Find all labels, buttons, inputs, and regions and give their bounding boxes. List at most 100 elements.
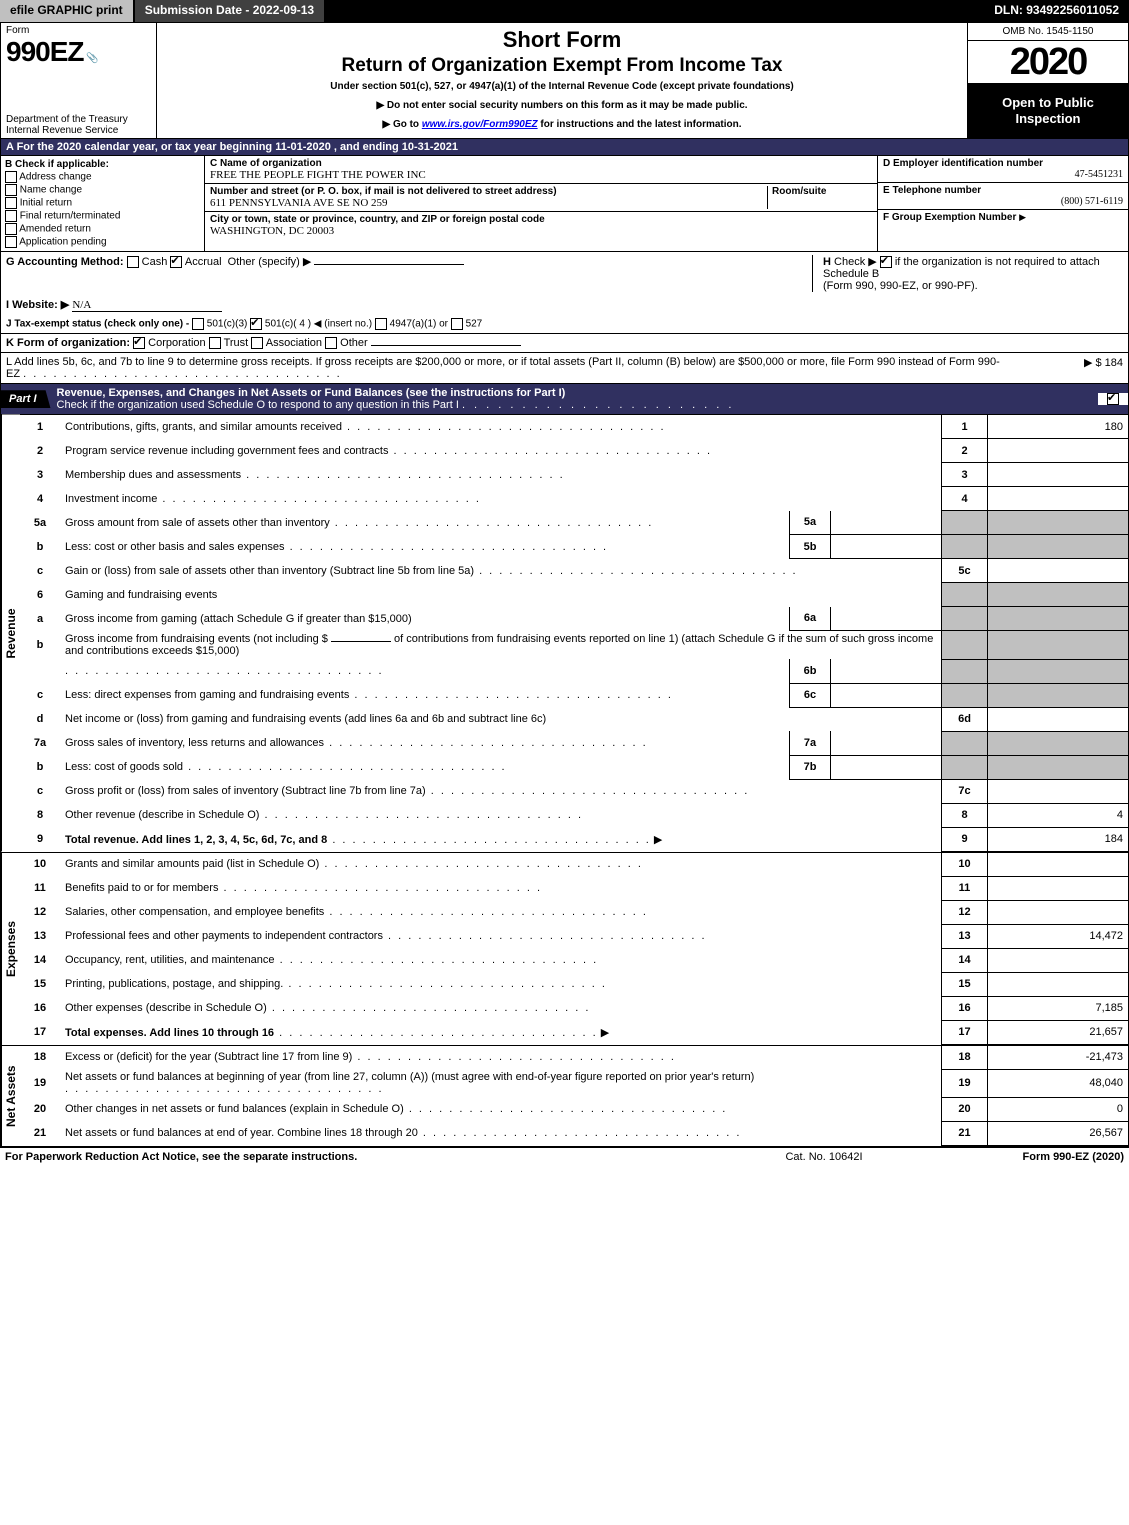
l10-amt xyxy=(988,853,1129,877)
cb-501c3[interactable] xyxy=(192,318,204,330)
other-org-input[interactable] xyxy=(371,345,521,346)
checkbox-cash[interactable] xyxy=(127,256,139,268)
cb-501c[interactable] xyxy=(250,318,262,330)
submission-date-button[interactable]: Submission Date - 2022-09-13 xyxy=(135,0,326,22)
l18-num: 18 xyxy=(20,1046,60,1070)
l7b-inlab: 7b xyxy=(790,755,831,779)
l1-amt: 180 xyxy=(988,415,1129,439)
cb-corp[interactable] xyxy=(133,337,145,349)
line-12: 12 Salaries, other compensation, and emp… xyxy=(20,900,1128,924)
other-method-input[interactable] xyxy=(314,264,464,265)
entity-right: D Employer identification number 47-5451… xyxy=(877,156,1128,251)
l18-amt: -21,473 xyxy=(988,1046,1129,1070)
line-6d: d Net income or (loss) from gaming and f… xyxy=(20,707,1128,731)
l5c-amt xyxy=(988,559,1129,583)
l19-box: 19 xyxy=(942,1069,988,1097)
cb-trust[interactable] xyxy=(209,337,221,349)
checkbox-schedule-b[interactable] xyxy=(880,256,892,268)
l3-box: 3 xyxy=(942,463,988,487)
checkbox-schedule-o[interactable] xyxy=(1107,393,1119,405)
line-h-label: H xyxy=(823,256,831,268)
line-13: 13 Professional fees and other payments … xyxy=(20,924,1128,948)
l3-num: 3 xyxy=(20,463,60,487)
cb-4947[interactable] xyxy=(375,318,387,330)
l15-num: 15 xyxy=(20,972,60,996)
l3-amt xyxy=(988,463,1129,487)
checkbox-amended-return[interactable] xyxy=(5,223,17,235)
cb-other-org[interactable] xyxy=(325,337,337,349)
l10-desc: Grants and similar amounts paid (list in… xyxy=(65,858,319,870)
l5b-inval[interactable] xyxy=(831,535,942,559)
l16-desc: Other expenses (describe in Schedule O) xyxy=(65,1002,267,1014)
lbl-4947: 4947(a)(1) or xyxy=(390,319,448,330)
part-i-title: Revenue, Expenses, and Changes in Net As… xyxy=(57,384,1098,414)
line-9: 9 Total revenue. Add lines 1, 2, 3, 4, 5… xyxy=(20,827,1128,851)
checkbox-accrual[interactable] xyxy=(170,256,182,268)
dots-icon xyxy=(23,368,342,380)
open-line-2: Inspection xyxy=(971,111,1125,127)
box-b-title: B Check if applicable: xyxy=(5,159,109,170)
form-subtitle-2: ▶ Do not enter social security numbers o… xyxy=(376,100,747,111)
l14-num: 14 xyxy=(20,948,60,972)
checkbox-initial-return[interactable] xyxy=(5,197,17,209)
section-a-bar: A For the 2020 calendar year, or tax yea… xyxy=(1,139,1128,156)
irs-link[interactable]: www.irs.gov/Form990EZ xyxy=(422,119,538,130)
line-i-label: I Website: ▶ xyxy=(6,299,69,311)
line-6: 6 Gaming and fundraising events xyxy=(20,583,1128,607)
l7c-num: c xyxy=(20,779,60,803)
l6b-inval[interactable] xyxy=(831,659,942,683)
l6a-inval[interactable] xyxy=(831,607,942,631)
box-b: B Check if applicable: Address change Na… xyxy=(1,156,205,251)
line-g-label: G Accounting Method: xyxy=(6,256,124,268)
checkbox-final-return[interactable] xyxy=(5,210,17,222)
efile-print-button[interactable]: efile GRAPHIC print xyxy=(0,0,135,22)
cb-assoc[interactable] xyxy=(251,337,263,349)
l6b-num: b xyxy=(20,631,60,660)
line-17: 17 Total expenses. Add lines 10 through … xyxy=(20,1020,1128,1044)
l8-desc: Other revenue (describe in Schedule O) xyxy=(65,809,259,821)
l6b-contrib-input[interactable] xyxy=(331,641,391,642)
line-6c: c Less: direct expenses from gaming and … xyxy=(20,683,1128,707)
cb-527[interactable] xyxy=(451,318,463,330)
lbl-cash: Cash xyxy=(142,256,168,268)
l5a-inval[interactable] xyxy=(831,511,942,535)
line-7a: 7a Gross sales of inventory, less return… xyxy=(20,731,1128,755)
lbl-corp: Corporation xyxy=(148,337,205,349)
expenses-side-label: Expenses xyxy=(1,853,20,1045)
l6d-num: d xyxy=(20,707,60,731)
form-title-1: Short Form xyxy=(503,27,622,53)
l4-amt xyxy=(988,487,1129,511)
l6d-box: 6d xyxy=(942,707,988,731)
l6a-inlab: 6a xyxy=(790,607,831,631)
open-to-public: Open to Public Inspection xyxy=(968,84,1128,138)
form-header: Form 990EZ 📎 Department of the Treasury … xyxy=(1,23,1128,139)
l7a-inval[interactable] xyxy=(831,731,942,755)
l7b-inval[interactable] xyxy=(831,755,942,779)
l1-desc: Contributions, gifts, grants, and simila… xyxy=(65,421,342,433)
l14-amt xyxy=(988,948,1129,972)
l18-box: 18 xyxy=(942,1046,988,1070)
checkbox-application-pending[interactable] xyxy=(5,236,17,248)
website-value: N/A xyxy=(72,299,222,312)
l14-box: 14 xyxy=(942,948,988,972)
lbl-other-org: Other xyxy=(340,337,368,349)
l21-amt: 26,567 xyxy=(988,1121,1129,1145)
l5a-num: 5a xyxy=(20,511,60,535)
part-i-checkbox-cell xyxy=(1098,393,1128,405)
l16-num: 16 xyxy=(20,996,60,1020)
l6c-inval[interactable] xyxy=(831,683,942,707)
l19-amt: 48,040 xyxy=(988,1069,1129,1097)
box-f-label: F Group Exemption Number xyxy=(883,212,1016,223)
revenue-table: 1 Contributions, gifts, grants, and simi… xyxy=(20,415,1128,852)
expenses-table: 10 Grants and similar amounts paid (list… xyxy=(20,853,1128,1045)
line-21: 21 Net assets or fund balances at end of… xyxy=(20,1121,1128,1145)
checkbox-name-change[interactable] xyxy=(5,184,17,196)
line-6a: a Gross income from gaming (attach Sched… xyxy=(20,607,1128,631)
l7b-box xyxy=(942,755,988,779)
checkbox-address-change[interactable] xyxy=(5,171,17,183)
l11-box: 11 xyxy=(942,876,988,900)
line-8: 8 Other revenue (describe in Schedule O)… xyxy=(20,803,1128,827)
room-suite-label: Room/suite xyxy=(772,186,826,197)
l5b-amt xyxy=(988,535,1129,559)
l17-amt: 21,657 xyxy=(988,1020,1129,1044)
